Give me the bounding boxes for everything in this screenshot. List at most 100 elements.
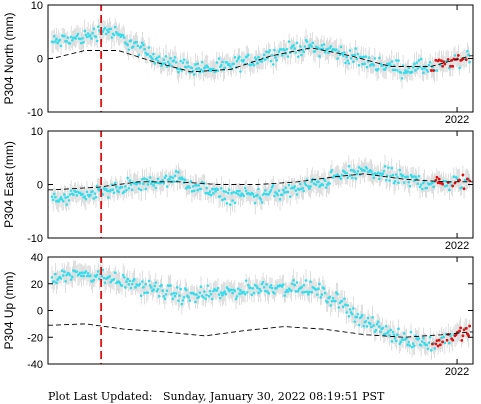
daily-point	[275, 59, 278, 62]
daily-point	[126, 43, 129, 47]
daily-point	[419, 183, 423, 186]
daily-point	[269, 59, 273, 63]
daily-point	[416, 67, 420, 70]
daily-point	[160, 64, 163, 68]
daily-point	[255, 284, 258, 288]
daily-point	[352, 60, 355, 64]
daily-point	[257, 55, 260, 59]
daily-point	[165, 289, 169, 292]
daily-point	[260, 60, 264, 63]
daily-point	[383, 164, 387, 168]
daily-point	[362, 55, 365, 59]
daily-point	[89, 193, 92, 197]
daily-point	[185, 288, 188, 292]
daily-point	[196, 62, 199, 66]
daily-point	[188, 299, 192, 302]
daily-point	[247, 53, 250, 57]
daily-point	[308, 290, 311, 294]
daily-point	[96, 25, 100, 29]
daily-point	[345, 171, 348, 175]
daily-point	[378, 177, 381, 181]
daily-point	[252, 291, 256, 295]
daily-point	[55, 281, 58, 285]
daily-point	[207, 294, 211, 298]
daily-point	[65, 40, 68, 43]
daily-point	[154, 281, 158, 284]
daily-point	[216, 69, 220, 72]
daily-point	[113, 271, 117, 274]
daily-point	[402, 181, 406, 184]
rapid-point	[458, 329, 461, 333]
daily-point	[329, 45, 333, 48]
daily-point	[143, 47, 146, 51]
rapid-point	[442, 60, 446, 64]
daily-point	[131, 45, 135, 48]
daily-point	[270, 186, 274, 189]
daily-point	[427, 63, 431, 67]
daily-point	[82, 274, 85, 278]
daily-point	[295, 281, 299, 284]
daily-point	[173, 294, 177, 298]
daily-point	[296, 289, 300, 293]
daily-point	[85, 190, 89, 194]
y-tick-label: 0	[37, 306, 43, 318]
daily-point	[282, 283, 285, 286]
daily-point	[455, 177, 459, 180]
daily-point	[138, 181, 142, 185]
daily-point	[76, 32, 80, 36]
daily-point	[389, 328, 392, 332]
rapid-point	[461, 173, 465, 177]
daily-point	[353, 320, 356, 323]
daily-point	[231, 199, 234, 202]
daily-point	[414, 175, 417, 178]
daily-point	[127, 283, 131, 286]
daily-point	[142, 43, 145, 47]
daily-point	[92, 27, 96, 31]
plot-area	[48, 5, 473, 112]
daily-point	[63, 34, 66, 38]
daily-point	[153, 284, 157, 288]
daily-point	[341, 54, 345, 57]
daily-point	[397, 327, 400, 330]
daily-point	[306, 293, 310, 296]
daily-point	[121, 34, 125, 37]
daily-point	[171, 297, 175, 300]
daily-point	[364, 319, 368, 323]
daily-point	[397, 181, 400, 185]
daily-point	[381, 326, 385, 330]
daily-point	[139, 188, 143, 192]
daily-point	[223, 197, 227, 201]
daily-point	[271, 184, 275, 187]
daily-point	[411, 175, 415, 178]
daily-point	[445, 184, 449, 187]
daily-point	[232, 190, 236, 194]
daily-point	[384, 324, 388, 328]
daily-point	[260, 201, 264, 204]
daily-point	[268, 49, 272, 52]
daily-point	[168, 63, 171, 66]
daily-point	[417, 174, 421, 178]
model-line	[48, 323, 473, 338]
daily-point	[214, 189, 217, 193]
daily-point	[86, 32, 90, 35]
daily-point	[448, 188, 451, 192]
plot-updated-footer: Plot Last Updated: Sunday, January 30, 2…	[48, 390, 384, 403]
daily-point	[302, 50, 306, 54]
daily-point	[91, 189, 94, 193]
daily-point	[339, 177, 343, 181]
rapid-point	[459, 326, 463, 330]
daily-point	[352, 307, 355, 310]
daily-point	[164, 174, 168, 178]
daily-point	[223, 290, 227, 293]
daily-point	[388, 334, 391, 337]
daily-point	[80, 41, 83, 45]
daily-point	[142, 182, 145, 186]
daily-point	[419, 344, 423, 347]
daily-point	[383, 68, 387, 71]
daily-point	[302, 189, 306, 193]
footer-label: Plot Last Updated:	[48, 390, 153, 403]
daily-point	[147, 279, 151, 283]
daily-point	[337, 50, 341, 53]
daily-point	[174, 61, 178, 64]
daily-point	[208, 289, 212, 293]
